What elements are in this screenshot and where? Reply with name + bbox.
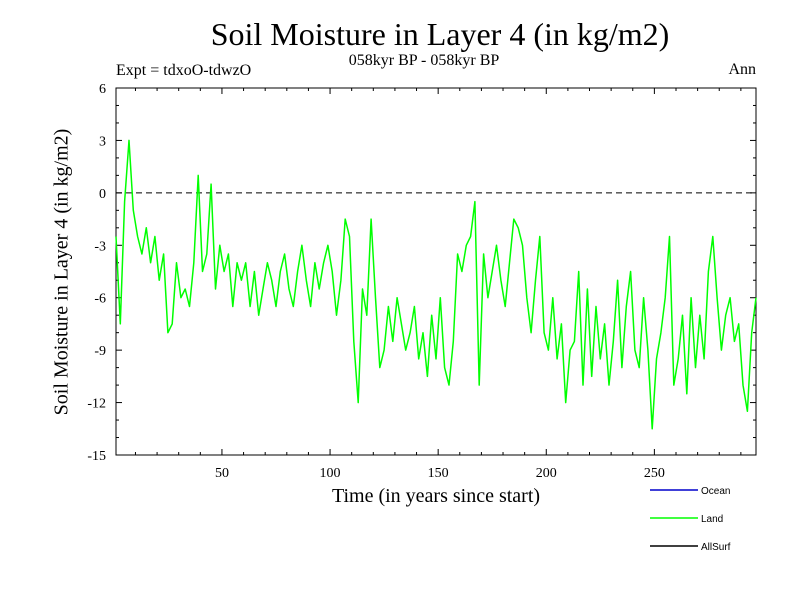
x-tick-label: 200	[536, 466, 557, 481]
y-tick-label: -15	[87, 449, 106, 464]
y-tick-label: -3	[94, 239, 106, 254]
chart-title: Soil Moisture in Layer 4 (in kg/m2)	[210, 16, 670, 52]
legend: Ocean Land AllSurf	[650, 486, 731, 553]
x-tick-label: 100	[320, 466, 341, 481]
y-tick-label: -9	[94, 344, 106, 359]
y-tick-label: 3	[99, 134, 106, 149]
period-label: Ann	[728, 61, 756, 78]
x-axis-label: Time (in years since start)	[331, 485, 541, 507]
x-tick-label: 250	[644, 466, 665, 481]
chart-subtitle: 058kyr BP - 058kyr BP	[348, 52, 500, 69]
plot-frame	[115, 87, 757, 456]
y-tick-label: 0	[99, 187, 106, 202]
y-tick-label: 6	[99, 82, 106, 97]
legend-label-ocean: Ocean	[701, 486, 730, 497]
legend-label-allsurf: AllSurf	[701, 542, 731, 553]
experiment-label: Expt = tdxoO-tdwzO	[116, 62, 252, 79]
x-tick-label: 50	[215, 466, 229, 481]
plot-area: 6 3 0 -3 -6 -9 -12 -15 50 100 150 200 250	[87, 82, 757, 481]
legend-label-land: Land	[701, 514, 723, 525]
x-tick-label: 150	[428, 466, 449, 481]
y-tick-label: -12	[87, 397, 106, 412]
series-line-land	[115, 139, 757, 430]
y-tick-label: -6	[94, 292, 106, 307]
